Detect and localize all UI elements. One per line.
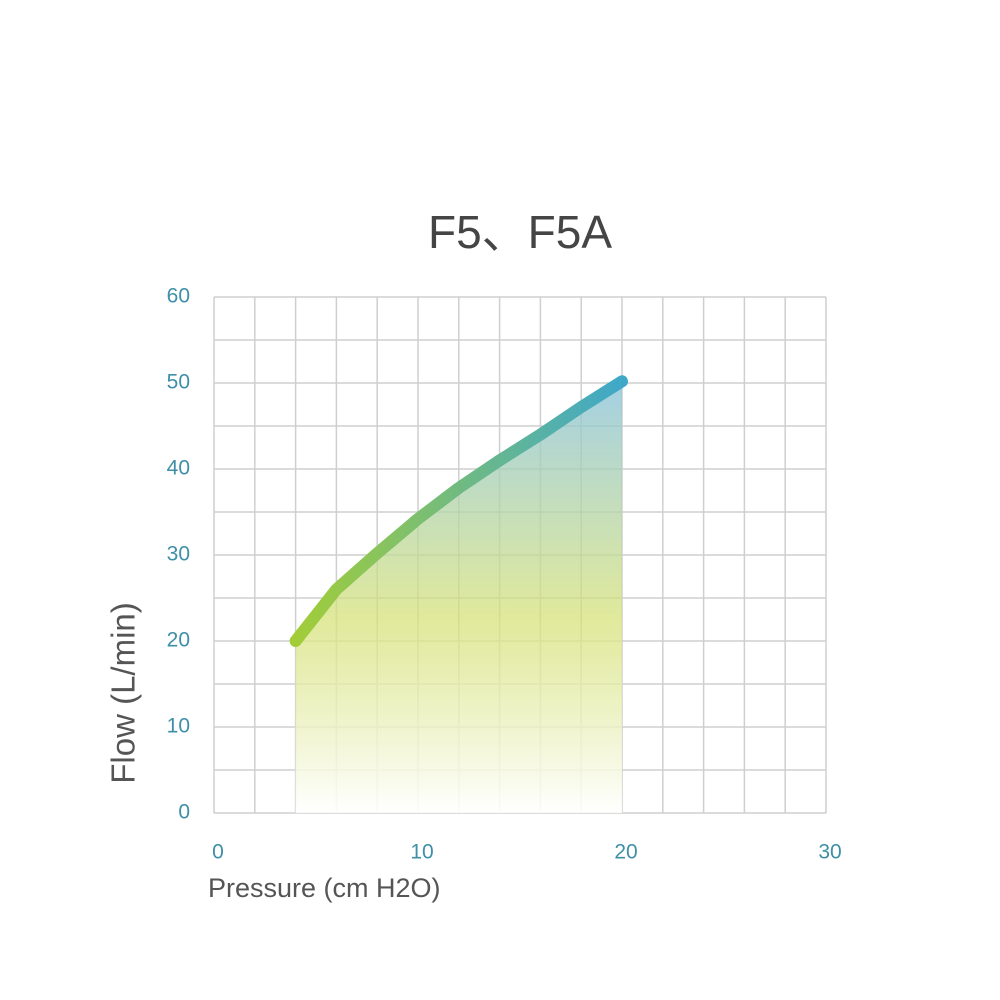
x-axis-label: Pressure (cm H2O)	[208, 873, 441, 903]
y-tick-label: 40	[167, 457, 190, 480]
y-tick-label: 20	[167, 629, 190, 652]
y-tick-label: 30	[167, 543, 190, 566]
y-tick-label: 10	[167, 715, 190, 738]
x-tick-label: 0	[212, 841, 224, 864]
area	[295, 381, 622, 813]
x-tick-label: 20	[614, 841, 637, 864]
y-tick-label: 0	[178, 801, 190, 824]
y-tick-label: 60	[167, 285, 190, 308]
y-axis-label: Flow (L/min)	[105, 602, 142, 784]
line	[289, 375, 628, 647]
y-tick-label: 50	[167, 371, 190, 394]
x-tick-label: 10	[410, 841, 433, 864]
chart-title: F5、F5A	[428, 206, 612, 258]
x-tick-label: 30	[818, 841, 841, 864]
